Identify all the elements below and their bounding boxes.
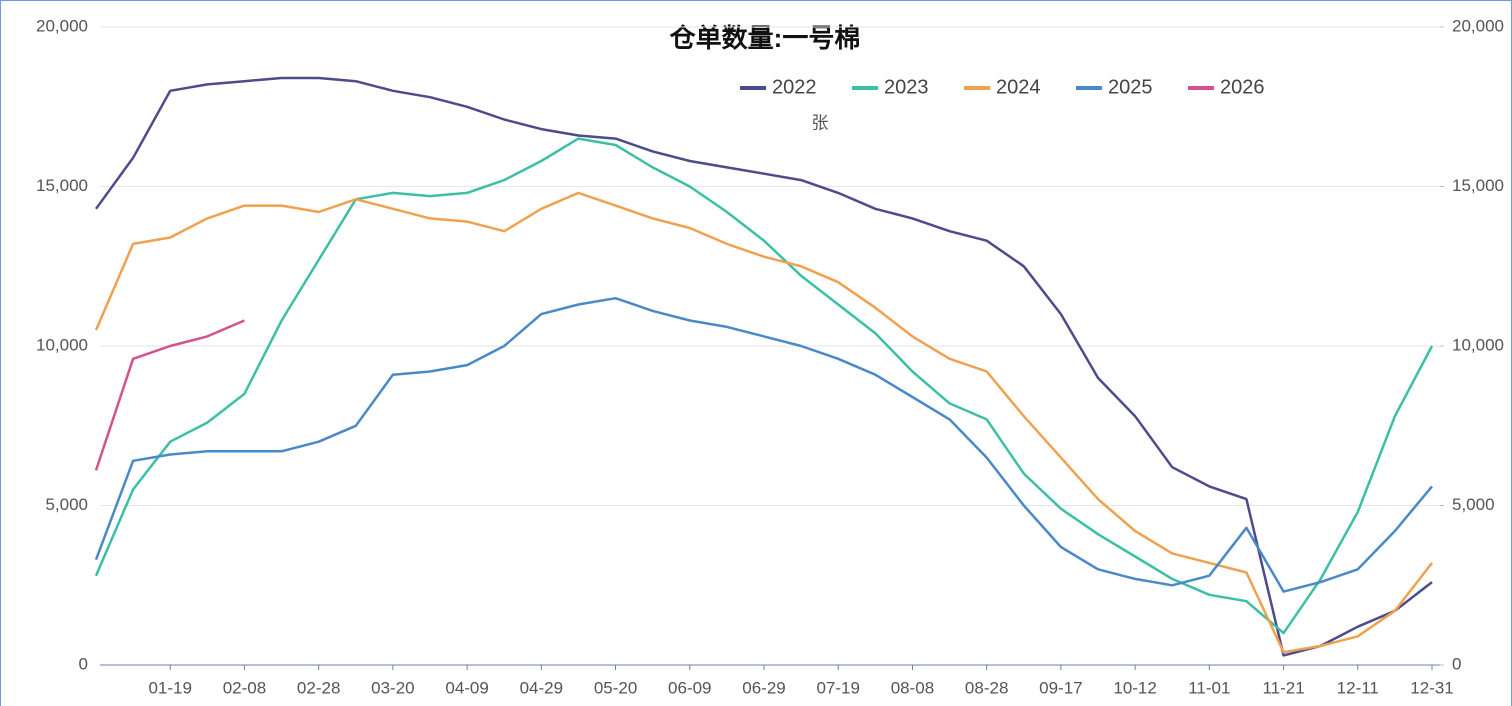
y-tick-label: 5,000 [45,495,88,514]
x-tick-label: 03-20 [371,678,414,697]
x-tick-label: 11-01 [1188,678,1230,697]
x-tick-label: 02-08 [223,678,266,697]
y-tick-label: 10,000 [36,335,88,354]
y2-tick-label: 15,000 [1452,176,1504,195]
legend-label: 2025 [1108,76,1153,98]
x-tick-label: 08-08 [891,678,934,697]
y-unit: 张 [812,113,829,132]
y-tick-label: 20,000 [36,16,88,35]
legend-label: 2026 [1220,76,1265,98]
x-tick-label: 07-19 [816,678,859,697]
x-tick-label: 10-12 [1113,678,1156,697]
x-tick-label: 01-19 [148,678,191,697]
legend-label: 2024 [996,76,1041,98]
series-line [94,137,1434,635]
y2-tick-label: 20,000 [1452,16,1504,35]
x-tick-label: 12-11 [1337,678,1379,697]
y-tick-label: 15,000 [36,176,88,195]
x-tick-label: 05-20 [594,678,637,697]
x-tick-label: 11-21 [1262,678,1304,697]
series-line [94,76,1433,657]
x-tick-label: 09-17 [1039,678,1082,697]
y2-tick-label: 10,000 [1452,335,1504,354]
x-tick-label: 12-31 [1410,678,1453,697]
y-tick-label: 0 [79,654,88,673]
legend-label: 2022 [772,76,817,98]
x-tick-label: 08-28 [965,678,1008,697]
x-tick-label: 02-28 [297,678,340,697]
series-line [94,296,1433,593]
series-line [94,319,245,471]
chart-title: 仓单数量:一号棉 [669,23,861,53]
y2-tick-label: 5,000 [1452,495,1495,514]
x-tick-label: 06-09 [668,678,711,697]
y2-tick-label: 0 [1452,654,1461,673]
series-line [94,191,1433,654]
x-tick-label: 04-09 [445,678,488,697]
x-tick-label: 04-29 [520,678,563,697]
legend-label: 2023 [884,76,929,98]
x-tick-label: 06-29 [742,678,785,697]
